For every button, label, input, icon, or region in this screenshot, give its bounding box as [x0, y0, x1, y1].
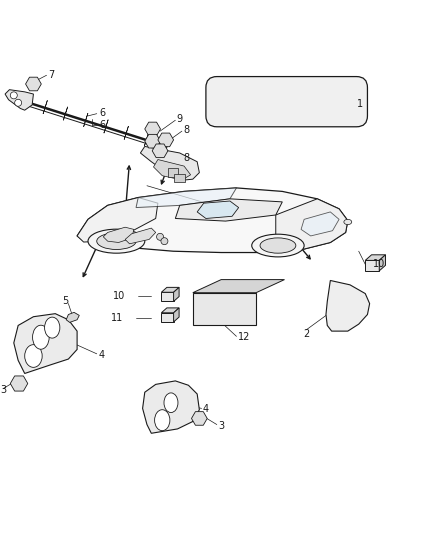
Polygon shape — [158, 133, 173, 147]
Text: 1: 1 — [357, 99, 363, 109]
Polygon shape — [161, 292, 173, 302]
Polygon shape — [365, 255, 385, 261]
Polygon shape — [5, 90, 33, 110]
Polygon shape — [25, 77, 41, 91]
FancyBboxPatch shape — [206, 77, 367, 127]
Ellipse shape — [32, 325, 49, 349]
Polygon shape — [84, 113, 88, 127]
Bar — [193, 293, 256, 326]
Text: 7: 7 — [48, 70, 54, 80]
Ellipse shape — [45, 317, 60, 338]
Polygon shape — [136, 188, 237, 207]
Polygon shape — [11, 376, 28, 391]
Circle shape — [11, 92, 17, 99]
Ellipse shape — [97, 233, 136, 249]
Text: 3: 3 — [218, 421, 224, 431]
Ellipse shape — [155, 410, 170, 431]
Polygon shape — [43, 100, 47, 114]
Polygon shape — [125, 228, 155, 244]
Polygon shape — [145, 133, 149, 146]
Polygon shape — [191, 411, 207, 425]
Text: 4: 4 — [203, 404, 209, 414]
Text: 12: 12 — [238, 332, 250, 342]
Ellipse shape — [164, 393, 178, 413]
Text: 9: 9 — [177, 114, 183, 124]
Polygon shape — [141, 147, 199, 180]
Polygon shape — [77, 198, 158, 242]
Polygon shape — [197, 201, 239, 219]
Text: 5: 5 — [62, 296, 68, 305]
Polygon shape — [161, 287, 179, 292]
Polygon shape — [77, 188, 348, 253]
Polygon shape — [193, 280, 285, 293]
Circle shape — [14, 99, 21, 106]
Bar — [168, 168, 178, 176]
Polygon shape — [66, 312, 79, 322]
Ellipse shape — [252, 234, 304, 257]
Ellipse shape — [344, 220, 352, 224]
Polygon shape — [165, 139, 169, 152]
Polygon shape — [14, 313, 77, 374]
Polygon shape — [143, 381, 199, 433]
Circle shape — [156, 233, 163, 240]
Polygon shape — [301, 212, 339, 236]
Text: 2: 2 — [303, 329, 310, 339]
Polygon shape — [23, 94, 27, 108]
Polygon shape — [145, 134, 160, 148]
Polygon shape — [173, 308, 179, 322]
Text: 6: 6 — [99, 119, 105, 130]
Polygon shape — [145, 122, 160, 136]
Polygon shape — [103, 227, 134, 243]
Polygon shape — [276, 199, 348, 249]
Text: 8: 8 — [183, 153, 189, 163]
Polygon shape — [161, 308, 179, 313]
Polygon shape — [379, 255, 385, 271]
Polygon shape — [326, 280, 370, 331]
Circle shape — [161, 238, 168, 245]
Polygon shape — [152, 144, 168, 158]
Text: 11: 11 — [111, 313, 123, 323]
Polygon shape — [64, 107, 67, 120]
Ellipse shape — [25, 345, 42, 367]
Polygon shape — [104, 120, 108, 133]
Text: 10: 10 — [373, 259, 385, 269]
Polygon shape — [175, 199, 283, 221]
Polygon shape — [365, 261, 379, 271]
Polygon shape — [124, 126, 128, 140]
Text: 10: 10 — [113, 291, 125, 301]
Text: 8: 8 — [183, 125, 189, 135]
Polygon shape — [173, 287, 179, 302]
Ellipse shape — [88, 229, 145, 253]
Text: 4: 4 — [99, 350, 105, 360]
Polygon shape — [161, 313, 173, 322]
Text: 6: 6 — [99, 108, 105, 118]
Text: 3: 3 — [1, 385, 7, 394]
Ellipse shape — [260, 238, 296, 253]
Bar — [174, 174, 185, 182]
Polygon shape — [153, 159, 191, 180]
